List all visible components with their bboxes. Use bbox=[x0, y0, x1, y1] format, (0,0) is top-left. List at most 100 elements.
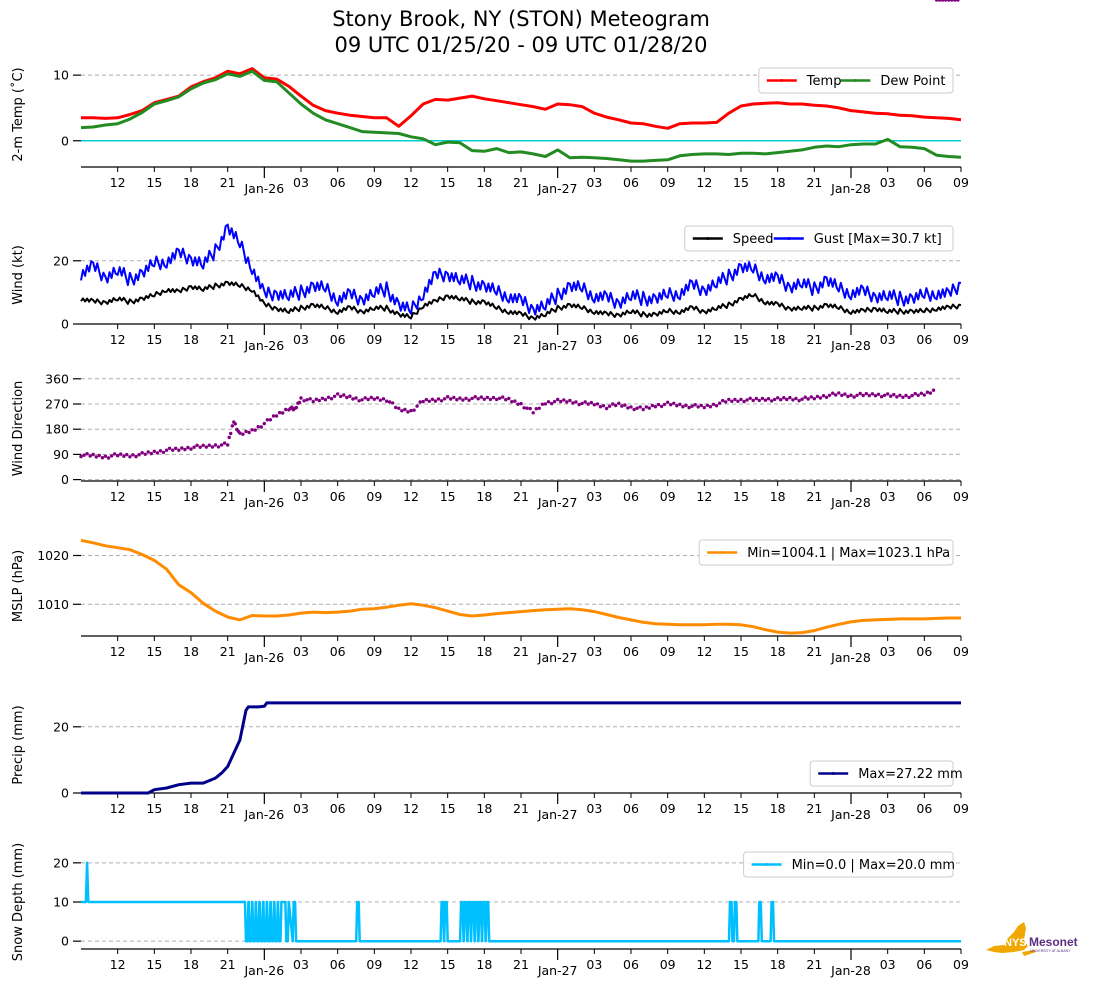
wind-direction-point bbox=[772, 397, 777, 402]
wind-direction-point bbox=[381, 397, 386, 401]
wind-direction-point bbox=[128, 455, 132, 459]
wind-direction-point bbox=[522, 406, 526, 410]
wind-direction-point bbox=[97, 453, 102, 458]
wind-direction-point bbox=[204, 445, 208, 449]
wind-xtick-label: 18 bbox=[183, 332, 199, 347]
wind-direction-point bbox=[88, 454, 92, 458]
wind-direction-point bbox=[491, 395, 496, 400]
wind-direction-point bbox=[626, 406, 630, 410]
wind-direction-point bbox=[629, 405, 633, 409]
wind-direction-point bbox=[855, 393, 859, 397]
wind-direction-point bbox=[803, 395, 807, 399]
wind-direction-point bbox=[82, 453, 86, 457]
wind-direction-point bbox=[189, 447, 193, 451]
temperature-xtick-label: 06 bbox=[330, 175, 346, 190]
wind-direction-point bbox=[436, 397, 441, 401]
wind-direction-point bbox=[409, 408, 413, 413]
mslp-xtick-label: 06 bbox=[330, 644, 346, 659]
snow-depth-xtick-date-label: Jan-27 bbox=[537, 963, 578, 978]
wind-direction-point bbox=[238, 431, 242, 435]
precip-xtick-label: 12 bbox=[110, 801, 126, 816]
nys-mesonet-logo: NYS Mesonet UNIVERSITY AT ALBANY bbox=[986, 922, 1078, 956]
wind-direction-xtick-label: 06 bbox=[916, 489, 932, 504]
wind-direction-point bbox=[247, 430, 251, 435]
wind-direction-point bbox=[898, 393, 902, 397]
wind-direction-point bbox=[950, 0, 954, 2]
precip-xtick-label: 18 bbox=[476, 801, 492, 816]
wind-direction-point bbox=[378, 398, 383, 402]
precip-series-line bbox=[81, 701, 961, 795]
wind-direction-point bbox=[711, 402, 716, 406]
wind-direction-point bbox=[577, 402, 581, 407]
wind-direction-xtick-date-label: Jan-27 bbox=[537, 495, 578, 510]
wind-direction-point bbox=[259, 425, 263, 429]
mslp-xtick-label: 15 bbox=[733, 644, 749, 659]
wind-direction-point bbox=[638, 405, 642, 409]
wind-direction-xtick-label: 06 bbox=[330, 489, 346, 504]
wind-direction-point bbox=[840, 393, 844, 398]
logo-text-university: UNIVERSITY AT ALBANY bbox=[1030, 949, 1071, 953]
wind-direction-point bbox=[696, 405, 700, 409]
wind-direction-point bbox=[849, 393, 853, 397]
ny-state-shape-icon bbox=[986, 922, 1028, 953]
temperature-xtick-label: 21 bbox=[806, 175, 822, 190]
wind-direction-point bbox=[684, 403, 688, 407]
wind-direction-point bbox=[229, 431, 233, 436]
wind-legend-label: Speed bbox=[733, 232, 774, 247]
wind-xtick-date-label: Jan-28 bbox=[830, 338, 871, 353]
wind-direction-xtick-label: 09 bbox=[660, 489, 676, 504]
wind-direction-point bbox=[207, 443, 211, 447]
temperature-xtick-label: 03 bbox=[293, 175, 309, 190]
wind-direction-point bbox=[226, 443, 230, 447]
temperature-xtick-label: 09 bbox=[366, 175, 382, 190]
wind-direction-point bbox=[171, 448, 175, 452]
wind-direction-point bbox=[116, 454, 120, 458]
wind-direction-point bbox=[757, 398, 761, 403]
wind-direction-point bbox=[109, 454, 114, 458]
temperature-xtick-label: 18 bbox=[183, 175, 199, 190]
wind-direction-point bbox=[528, 406, 532, 411]
wind-direction-point bbox=[681, 405, 685, 409]
wind-direction-point bbox=[568, 398, 572, 403]
temperature-xtick-date-label: Jan-28 bbox=[830, 181, 871, 196]
temperature-xtick-label: 12 bbox=[110, 175, 126, 190]
wind-direction-point bbox=[125, 452, 129, 457]
snow-depth-xtick-label: 12 bbox=[696, 957, 712, 972]
temperature-series-line bbox=[81, 67, 962, 130]
wind-direction-point bbox=[705, 403, 710, 407]
wind-direction-point bbox=[149, 451, 153, 456]
wind-direction-point bbox=[776, 396, 780, 400]
wind-direction-point bbox=[623, 403, 627, 407]
wind-direction-point bbox=[858, 391, 862, 396]
wind-direction-point bbox=[531, 411, 535, 415]
wind-direction-point bbox=[177, 448, 181, 452]
wind-ytick-label: 20 bbox=[53, 253, 69, 268]
mslp-legend bbox=[698, 539, 954, 566]
temperature-xtick-label: 15 bbox=[440, 175, 456, 190]
wind-direction-point bbox=[363, 396, 367, 400]
wind-direction-point bbox=[589, 400, 593, 405]
wind-direction-xtick-label: 12 bbox=[110, 489, 126, 504]
temperature-legend-label: Temp bbox=[806, 74, 842, 89]
wind-direction-point bbox=[449, 397, 453, 401]
wind-direction-xtick-label: 12 bbox=[696, 489, 712, 504]
wind-xtick-label: 15 bbox=[733, 332, 749, 347]
wind-xtick-label: 06 bbox=[330, 332, 346, 347]
precip-xtick-label: 18 bbox=[183, 801, 199, 816]
snow-depth-xtick-label: 18 bbox=[770, 957, 786, 972]
wind-direction-point bbox=[525, 406, 529, 410]
chart-title-line1: Stony Brook, NY (STON) Meteogram bbox=[332, 7, 710, 31]
wind-direction-point bbox=[256, 425, 260, 429]
wind-direction-point bbox=[788, 395, 792, 400]
precip-xtick-label: 09 bbox=[366, 801, 382, 816]
wind-direction-point bbox=[216, 445, 221, 449]
wind-direction-point bbox=[112, 452, 117, 456]
wind-direction-point bbox=[94, 455, 99, 459]
wind-legend-marker bbox=[706, 237, 710, 240]
precip-xtick-label: 03 bbox=[880, 801, 896, 816]
wind-direction-ytick-label: 360 bbox=[45, 371, 69, 386]
wind-direction-point bbox=[763, 398, 768, 402]
wind-direction-point bbox=[375, 396, 380, 400]
wind-xtick-date-label: Jan-27 bbox=[537, 338, 578, 353]
